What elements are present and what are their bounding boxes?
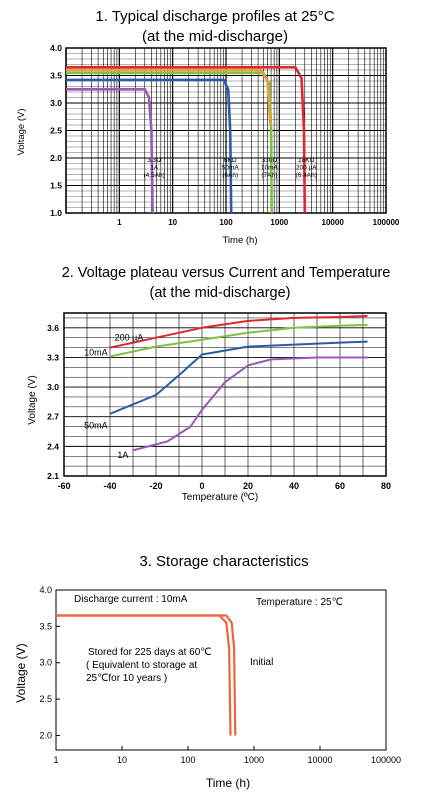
chart1-annotation-line: 330Ω [261,157,277,164]
chart1-annotation-line: 1A [150,164,159,171]
chart1-series-line-5 [66,66,307,214]
chart2-xtick-label: 20 [243,481,253,491]
chart1-annotation-line: 18KΩ [298,157,315,164]
chart1-annotation-line: (4.5Ah) [144,172,165,179]
chart3-xtick-label: 100 [180,755,195,765]
chart1-ytick-label: 1.0 [50,208,62,218]
chart3-stored-note: 25℃for 10 years ) [86,673,167,684]
chart1-ytick-label: 2.5 [50,126,62,136]
storage-characteristics-chart: 3. Storage characteristics Time (h) Volt… [14,553,401,790]
chart1-annotation-line: (6.4Ah) [296,172,317,179]
chart3-frame [55,589,387,751]
chart1-series-line-3 [66,71,273,214]
chart1-annotation-line: 10mA [261,164,279,171]
chart3-ylabel: Voltage (V) [14,643,28,702]
chart1-ytick-label: 1.5 [50,181,62,191]
chart3-ytick-label: 3.0 [39,658,52,668]
chart2-ylabel: Voltage (V) [27,375,38,424]
chart2-series-label: 200 µA [115,333,144,343]
chart2-series-line-2 [109,323,368,358]
discharge-profile-chart: 1. Typical discharge profiles at 25°C (a… [16,8,400,246]
plateau-vs-temperature-chart: 2. Voltage plateau versus Current and Te… [27,265,391,503]
chart1-xtick-label: 10000 [322,218,345,227]
chart3-xtick-label: 10000 [307,755,332,765]
chart3-ytick-label: 2.0 [39,730,52,740]
chart3-xtick-label: 100000 [371,755,401,765]
chart2-xtick-label: -40 [103,481,116,491]
chart2-plot-area [63,312,387,477]
chart1-ytick-label: 4.0 [50,43,62,53]
chart1-annotation: 330Ω 10mA (7Ah) [261,157,279,179]
chart2-xtick-label: 60 [335,481,345,491]
chart2-xtick-label: -60 [57,481,70,491]
chart2-series-label: 10mA [84,347,108,357]
chart1-ytick-label: 3.0 [50,98,62,108]
chart1-xtick-label: 100 [219,218,233,227]
chart1-title: 1. Typical discharge profiles at 25°C [95,8,334,25]
chart2-frame [63,312,387,477]
chart1-ytick-label: 3.5 [50,71,62,81]
chart1-annotation: 18KΩ 200 µA (6.4Ah) [296,157,318,179]
chart1-annotation: 3.3Ω 1A (4.5Ah) [144,157,165,179]
chart2-xtick-label: 40 [289,481,299,491]
chart3-xtick-label: 1000 [244,755,264,765]
chart2-series-label: 50mA [84,421,108,431]
chart2-series-line-3 [109,340,368,415]
chart1-annotation: 6KΩ 50mA (6Ah) [222,157,240,179]
chart2-ytick-label: 2.1 [47,471,59,481]
chart3-xtick-label: 1 [53,755,58,765]
chart2-series-label: 1A [117,450,128,460]
chart2-subtitle: (at the mid-discharge) [149,285,290,301]
chart2-series-line-1 [109,315,368,349]
chart1-series-line-4 [66,68,272,126]
chart1-annotation-line: (6Ah) [222,172,238,179]
chart1-ylabel: Voltage (V) [16,109,27,156]
chart3-xlabel: Time (h) [206,776,250,790]
chart1-annotation-line: 200 µA [296,164,317,171]
chart2-xtick-label: 0 [199,481,204,491]
chart1-annotation-line: 3.3Ω [147,157,161,164]
chart2-xtick-label: -20 [149,481,162,491]
chart1-xtick-label: 10 [168,218,177,227]
chart3-discharge-note: Discharge current : 10mA [74,594,188,605]
chart1-plot-area [65,47,387,214]
chart1-xtick-label: 1 [117,218,122,227]
chart3-series-line-2 [56,614,237,736]
chart2-xtick-label: 80 [381,481,391,491]
chart2-title: 2. Voltage plateau versus Current and Te… [62,265,391,281]
chart1-annotation-line: 50mA [222,164,240,171]
chart1-series-line-1 [66,88,154,214]
chart1-xlabel: Time (h) [222,235,257,246]
chart1-xtick-label: 1000 [270,218,288,227]
chart1-subtitle: (at the mid-discharge) [142,28,288,45]
chart3-ytick-label: 2.5 [39,694,52,704]
chart1-annotation-line: (7Ah) [261,172,277,179]
chart1-ytick-label: 2.0 [50,153,62,163]
chart2-xlabel: Temperature (ºC) [182,492,258,503]
chart2-ytick-label: 3.3 [47,352,59,362]
chart3-temperature-note: Temperature : 25℃ [256,597,343,608]
chart1-frame [65,47,387,214]
chart2-ytick-label: 3.0 [47,382,59,392]
chart2-ytick-label: 3.6 [47,323,59,333]
chart2-ytick-label: 2.7 [47,412,59,422]
chart3-initial-label: Initial [250,657,273,668]
chart3-stored-note: ( Equivalent to storage at [86,660,197,671]
chart2-ytick-label: 2.4 [47,441,59,451]
chart3-stored-note: Stored for 225 days at 60℃ [88,647,212,658]
chart1-series-line-2 [66,78,233,214]
chart3-ytick-label: 4.0 [39,585,52,595]
chart1-annotation-line: 6KΩ [224,157,237,164]
chart2-series-line-4 [132,356,368,452]
chart3-plot-area [55,589,387,751]
chart3-xtick-label: 10 [117,755,127,765]
chart3-ytick-label: 3.5 [39,621,52,631]
chart1-xtick-label: 100000 [373,218,400,227]
chart3-title: 3. Storage characteristics [139,553,308,570]
